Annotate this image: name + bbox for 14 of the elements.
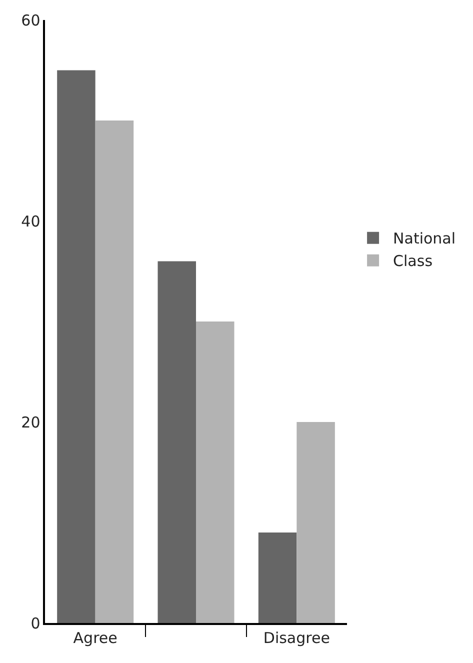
bar — [57, 70, 96, 623]
y-tick-label: 0 — [30, 614, 40, 632]
y-tick-label: 40 — [21, 212, 40, 230]
bar — [296, 422, 335, 623]
bar — [95, 120, 134, 623]
legend-label: National — [393, 230, 456, 248]
legend-label: Class — [393, 252, 433, 270]
y-tick-label: 20 — [21, 413, 40, 432]
x-tick-label: Agree — [73, 628, 118, 647]
y-tick-label: 60 — [21, 11, 40, 30]
bar — [258, 532, 297, 623]
x-tick-label: Disagree — [263, 628, 330, 647]
bar — [196, 322, 234, 623]
bar — [158, 261, 196, 623]
